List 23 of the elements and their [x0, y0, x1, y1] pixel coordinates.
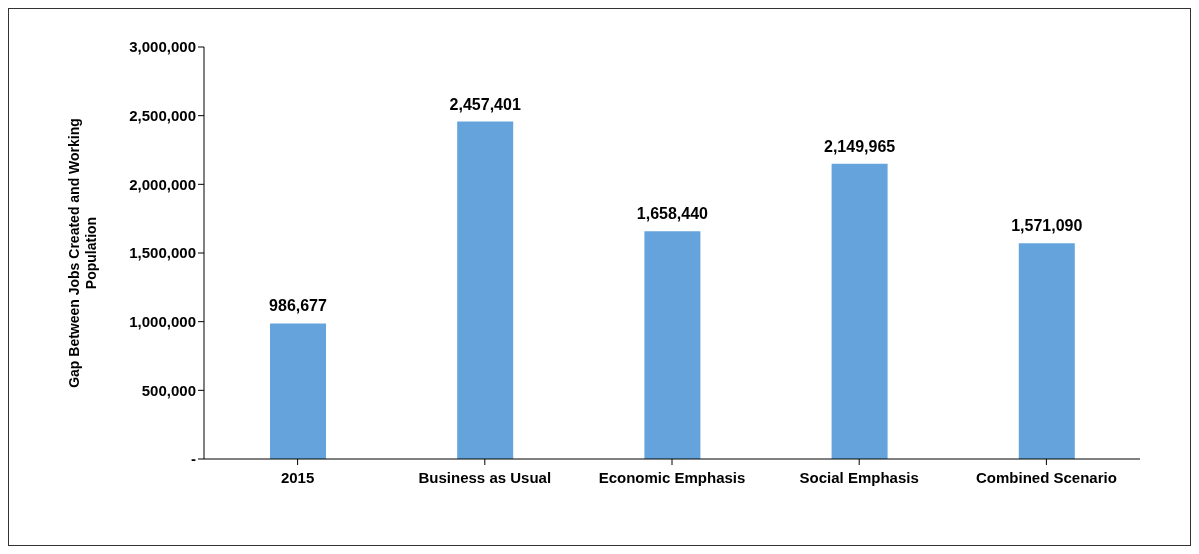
y-tick-label: 1,000,000 — [129, 312, 196, 330]
bar — [270, 323, 326, 459]
data-label: 1,658,440 — [636, 205, 709, 223]
y-tick-label: 2,500,000 — [129, 106, 196, 124]
y-tick-label: 2,000,000 — [129, 175, 196, 193]
y-axis-title: Gap Between Jobs Created and Working Population — [66, 118, 99, 388]
bar — [644, 231, 701, 459]
y-tick-label: 500,000 — [141, 381, 196, 399]
y-tick-label: 1,500,000 — [129, 244, 196, 262]
data-label: 2,457,401 — [449, 95, 521, 113]
x-tick-label: 2015 — [280, 469, 315, 486]
y-tick-label: - — [191, 450, 196, 468]
x-tick-label: Combined Scenario — [975, 469, 1117, 486]
x-tick-label: Economic Emphasis — [598, 469, 746, 486]
bar — [457, 121, 514, 459]
data-label: 1,571,090 — [1011, 217, 1083, 235]
x-tick-label: Business as Usual — [418, 469, 552, 486]
data-label: 2,149,965 — [824, 137, 896, 155]
x-tick-label: Social Emphasis — [799, 469, 919, 486]
bar — [1018, 243, 1075, 459]
bar — [831, 163, 888, 459]
y-tick-label: 3,000,000 — [129, 38, 196, 56]
data-label: 986,677 — [269, 297, 328, 315]
